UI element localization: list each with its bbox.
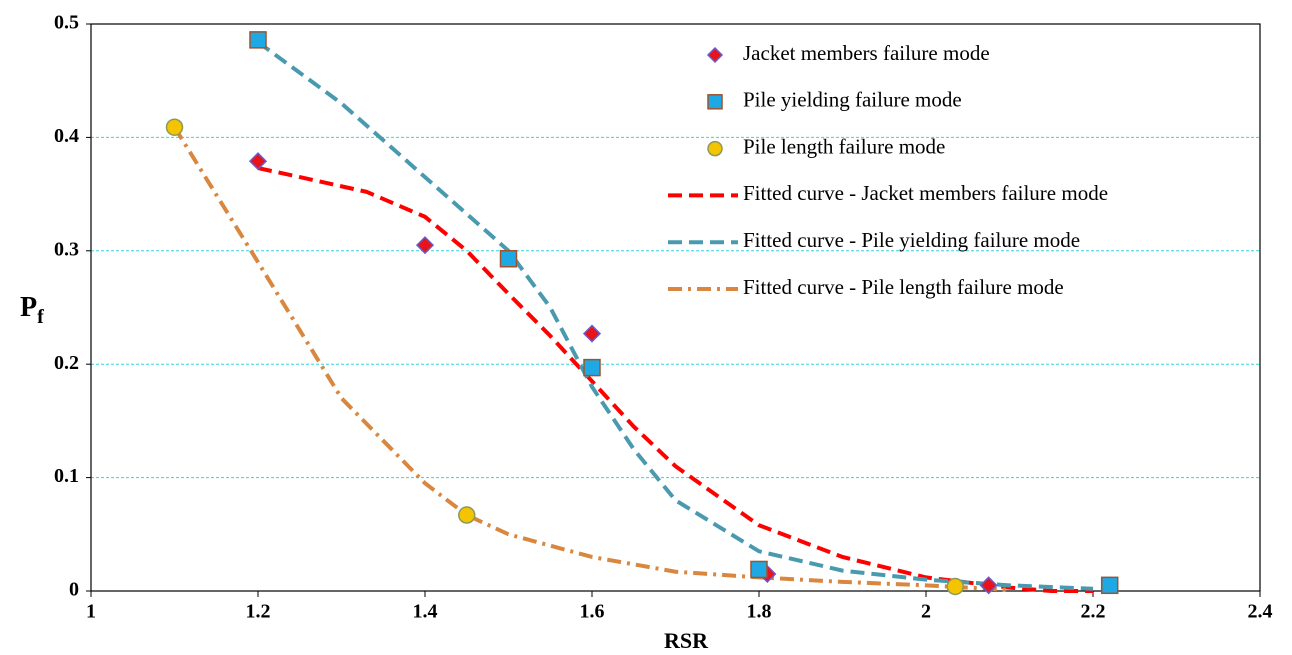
- plot-frame: [90, 23, 1261, 592]
- legend-marker: [707, 140, 723, 157]
- x-tick-label: 1.8: [747, 601, 772, 623]
- marker: [415, 236, 435, 255]
- y-tick-label: 0.5: [54, 12, 79, 34]
- x-tick-label: 2.4: [1248, 601, 1273, 623]
- fitted-curve: [172, 126, 1010, 592]
- y-label-sub: f: [37, 306, 44, 328]
- marker: [249, 31, 267, 49]
- marker: [979, 576, 998, 595]
- legend-label: Pile length failure mode: [743, 134, 945, 158]
- fitted-curve: [256, 40, 1094, 591]
- marker: [750, 560, 768, 579]
- marker: [583, 358, 601, 377]
- marker: [165, 118, 184, 136]
- x-tick-label: 2: [921, 601, 931, 623]
- y-tick-label: 0: [69, 579, 79, 601]
- legend-label: Pile yielding failure mode: [743, 88, 962, 112]
- y-axis-label: Pf: [20, 292, 44, 327]
- y-label-main: P: [20, 292, 37, 323]
- y-tick-label: 0.4: [54, 125, 79, 147]
- x-tick-label: 1: [86, 601, 96, 623]
- legend-label: Fitted curve - Pile length failure mode: [743, 275, 1064, 299]
- marker: [499, 249, 518, 268]
- x-tick-label: 1.2: [246, 601, 271, 623]
- legend-marker: [707, 94, 723, 110]
- y-tick-label: 0.3: [54, 238, 79, 260]
- x-axis-label: RSR: [664, 628, 709, 653]
- y-tick-label: 0.2: [54, 352, 79, 374]
- x-tick-label: 1.6: [580, 601, 605, 623]
- marker: [248, 152, 268, 171]
- marker: [458, 506, 476, 524]
- y-tick-label: 0.1: [54, 465, 79, 487]
- x-tick-label: 1.4: [413, 601, 438, 623]
- marker: [946, 577, 964, 596]
- marker: [582, 324, 602, 343]
- legend-label: Jacket members failure mode: [743, 41, 990, 65]
- marker: [1100, 576, 1119, 595]
- legend-label: Fitted curve - Pile yielding failure mod…: [743, 228, 1080, 252]
- legend-label: Fitted curve - Jacket members failure mo…: [743, 181, 1108, 205]
- x-tick-label: 2.2: [1081, 601, 1106, 623]
- legend-marker: [706, 46, 724, 64]
